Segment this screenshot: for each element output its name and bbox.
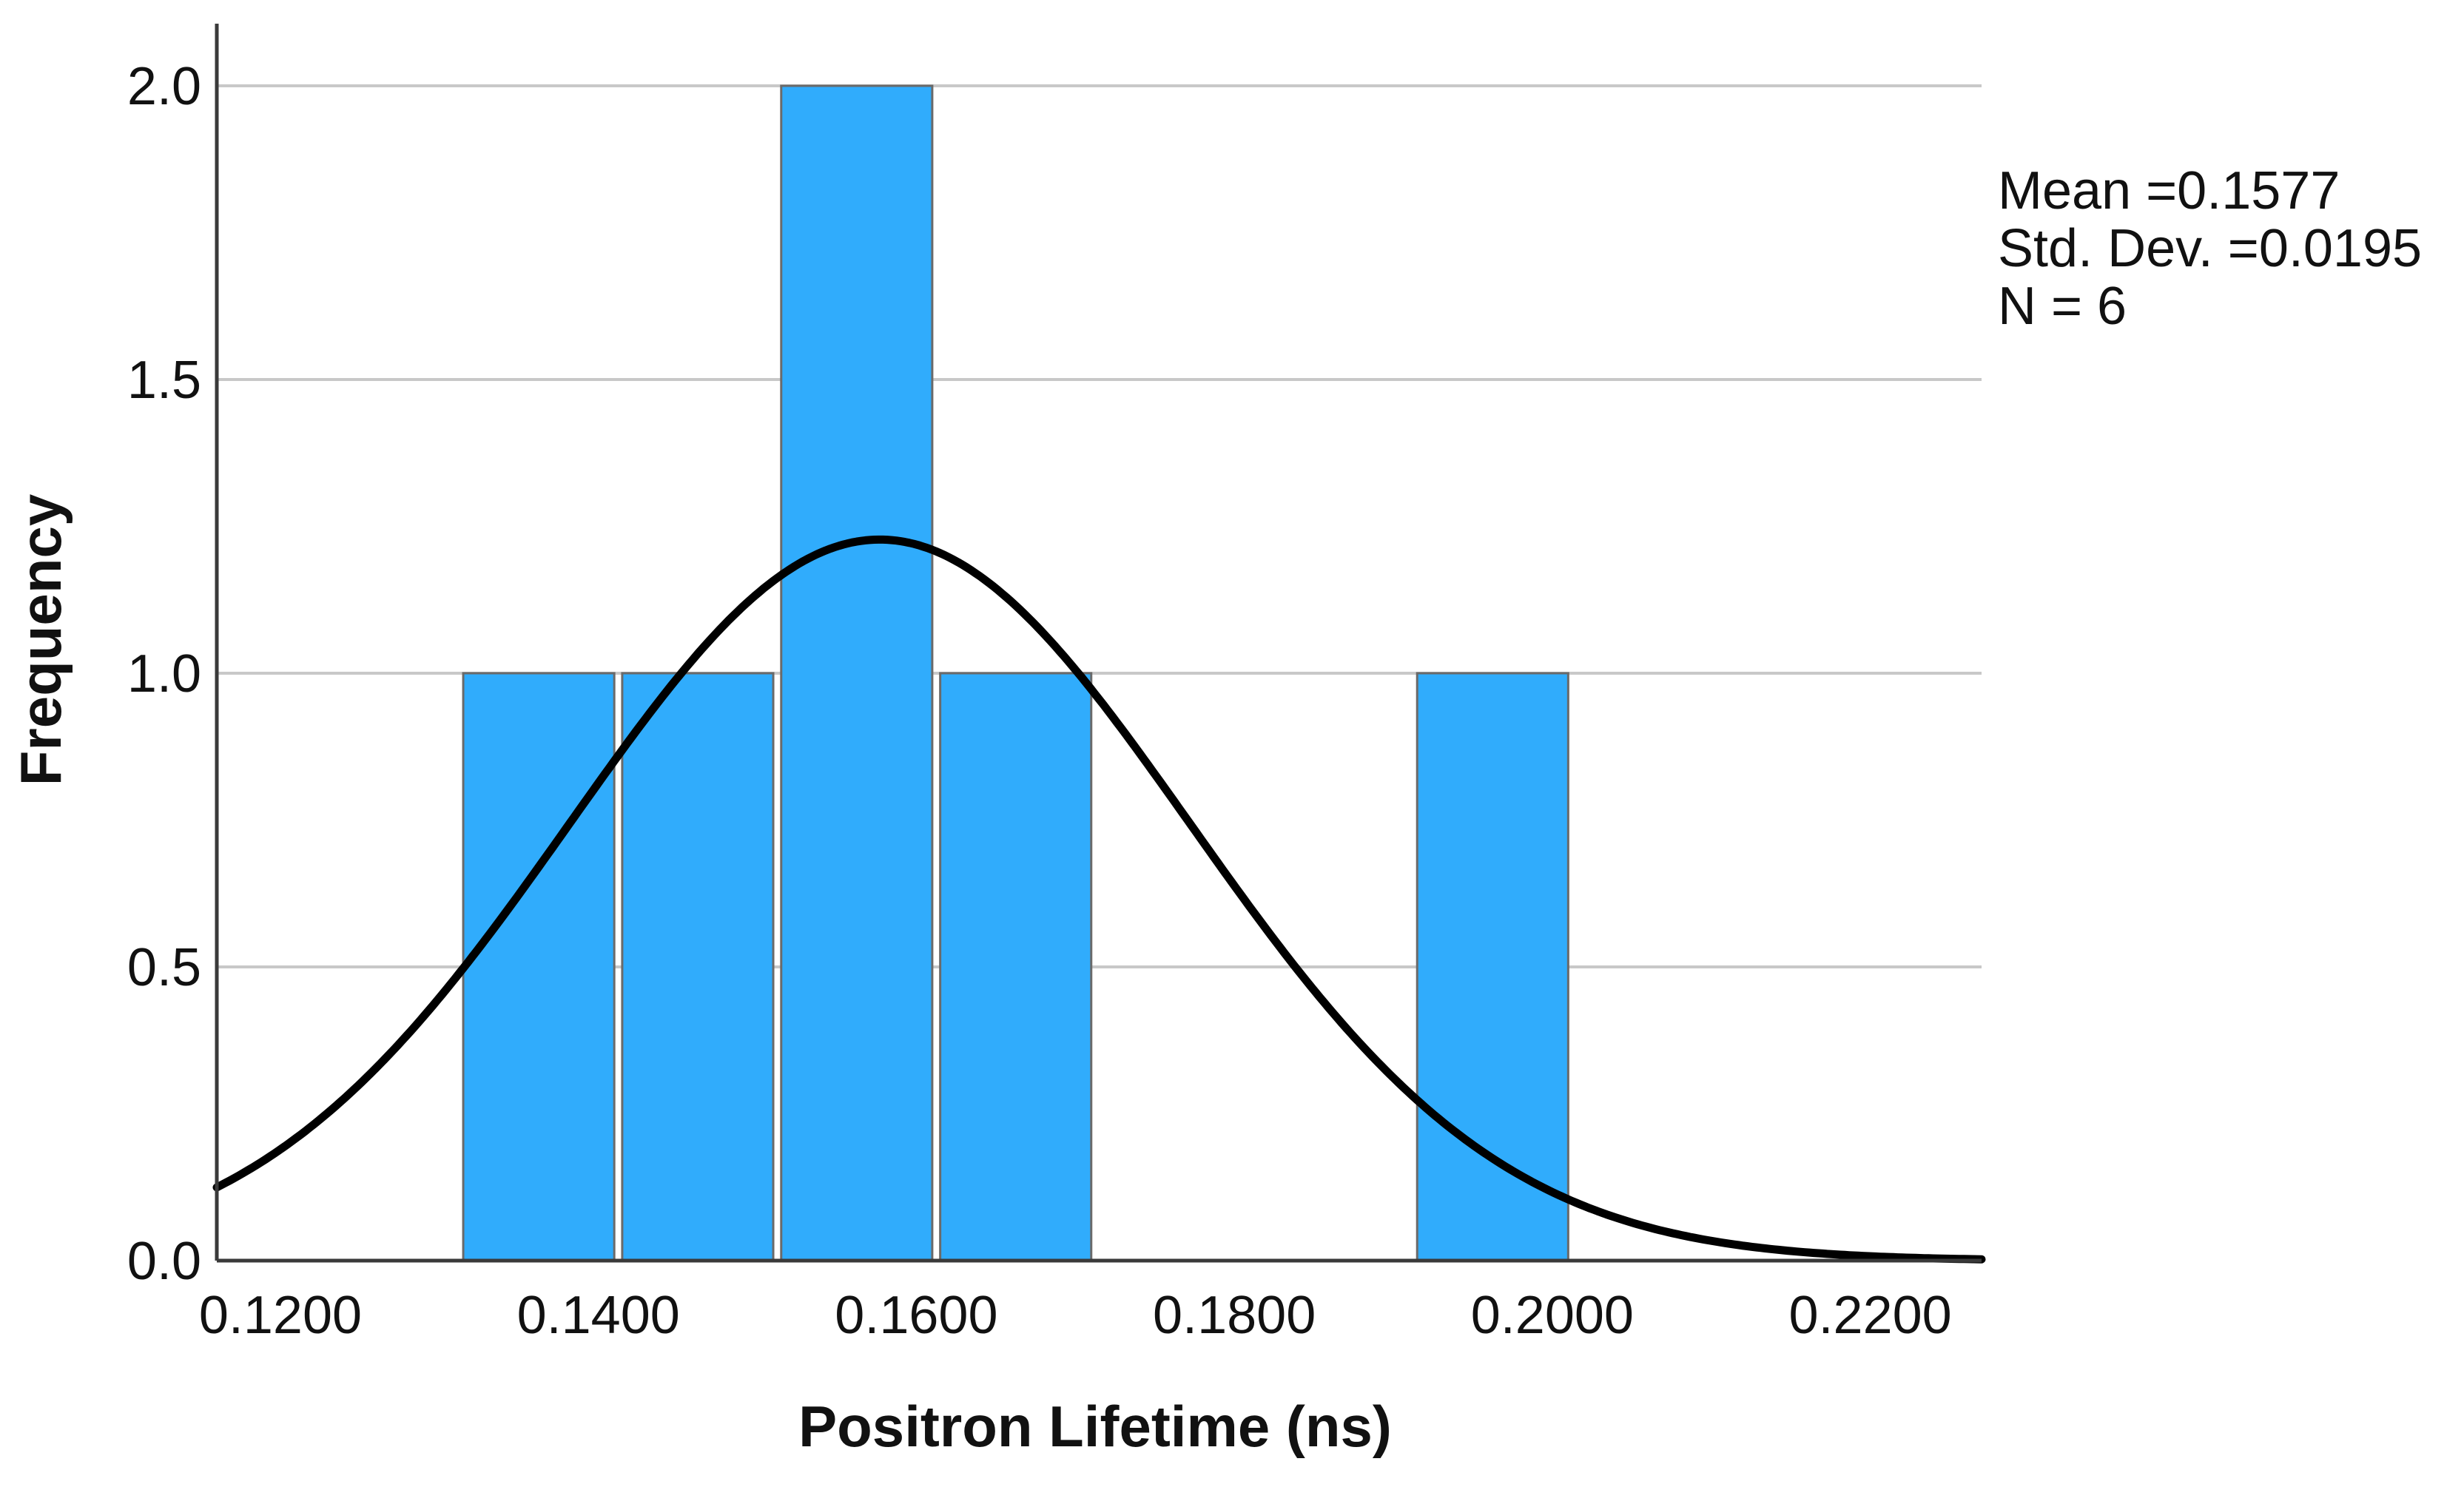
tick-labels: 0.0 0.5 1.0 1.5 2.0 0.1200 0.1400 0.1600 0.1800 0… bbox=[127, 57, 1952, 1345]
y-tick-label-2.0: 2.0 bbox=[127, 57, 201, 116]
x-tick-label-0.1400: 0.1400 bbox=[517, 1286, 680, 1345]
histogram-bar-2 bbox=[621, 672, 775, 1262]
x-tick-label-0.2000: 0.2000 bbox=[1471, 1286, 1634, 1345]
y-tick-label-0.0: 0.0 bbox=[127, 1232, 201, 1291]
axes bbox=[215, 24, 1982, 1263]
x-axis-title: Positron Lifetime (ns) bbox=[798, 1394, 1392, 1459]
stats-std-dev: Std. Dev. =0.0195 bbox=[1998, 219, 2422, 278]
x-tick-label-0.2200: 0.2200 bbox=[1788, 1286, 1951, 1345]
x-tick-label-0.1200: 0.1200 bbox=[199, 1286, 362, 1345]
normal-curve-layer bbox=[212, 535, 1986, 1264]
histogram-bar-1 bbox=[462, 672, 616, 1262]
histogram-bar-3 bbox=[780, 84, 934, 1262]
x-tick-label-0.1600: 0.1600 bbox=[835, 1286, 997, 1345]
y-tick-label-1.5: 1.5 bbox=[127, 351, 201, 410]
stats-mean-value: 0.1577 bbox=[2177, 161, 2340, 220]
stats-std-value: 0.0195 bbox=[2259, 219, 2422, 278]
y-axis-title: Frequency bbox=[8, 494, 73, 786]
x-tick-label-0.1800: 0.1800 bbox=[1153, 1286, 1316, 1345]
stats-box: Mean =0.1577 Std. Dev. =0.0195 N = 6 bbox=[1998, 161, 2422, 336]
normal-curve bbox=[212, 535, 1986, 1264]
y-tick-label-0.5: 0.5 bbox=[127, 938, 201, 997]
stats-n: N = 6 bbox=[1998, 277, 2127, 336]
stats-std-label: Std. Dev. = bbox=[1998, 219, 2259, 278]
stats-mean: Mean =0.1577 bbox=[1998, 161, 2340, 220]
histogram-bar-5 bbox=[1416, 672, 1569, 1262]
stats-mean-label: Mean = bbox=[1998, 161, 2177, 220]
y-tick-label-1.0: 1.0 bbox=[127, 644, 201, 704]
histogram-bar-4 bbox=[939, 672, 1093, 1262]
histogram-bars bbox=[462, 84, 1569, 1262]
